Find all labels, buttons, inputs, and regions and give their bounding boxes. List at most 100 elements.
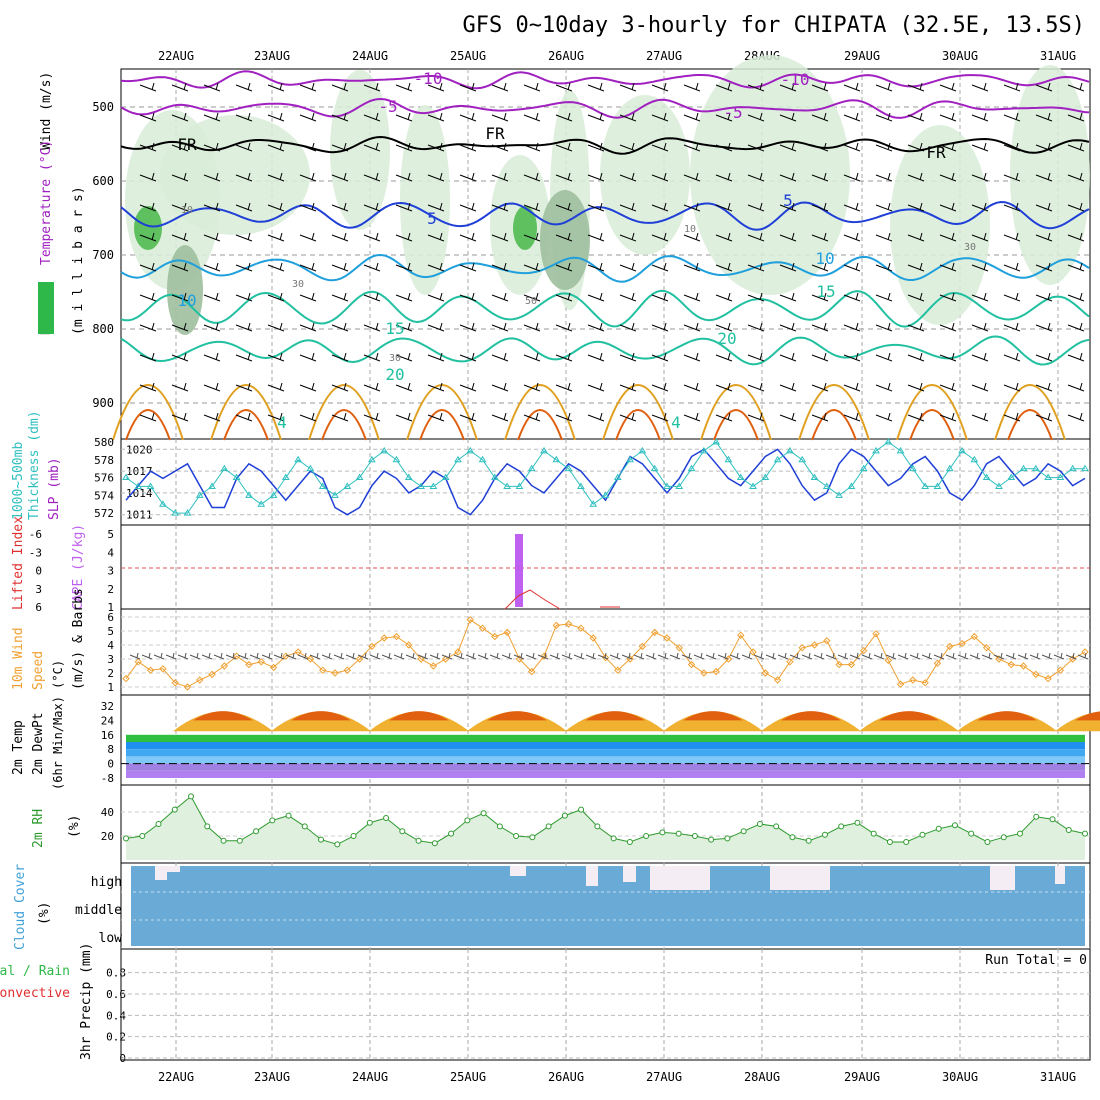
contour-label: FR xyxy=(926,143,946,162)
contour-label: 10 xyxy=(181,205,193,216)
thickness-point xyxy=(490,473,499,481)
wind-axis-label: Wind (m/s) xyxy=(39,72,54,150)
wind-barb xyxy=(491,412,509,422)
wind-barb xyxy=(299,292,317,302)
thickness-point xyxy=(257,500,266,507)
rh2m-point xyxy=(643,833,650,839)
wind10-barb xyxy=(285,652,297,660)
wind-barb xyxy=(523,202,541,212)
wind-barb xyxy=(235,82,253,92)
wind-barb xyxy=(619,262,637,272)
wind10-axis-label: Speed xyxy=(31,651,46,690)
wind-barb xyxy=(139,382,157,392)
cloud-level-label: low xyxy=(99,931,123,946)
wind10-panel-frame xyxy=(120,608,1091,696)
isotherm-5 xyxy=(120,200,1090,231)
wind-barb xyxy=(1035,142,1053,152)
wind-barb xyxy=(459,172,477,182)
wind-barb xyxy=(971,412,989,422)
thickness-point xyxy=(675,482,684,489)
wind-barb xyxy=(363,142,381,152)
thickness-point xyxy=(970,455,979,463)
panels: 22AUG 22AUG 23AUG 23AUG 24AUG 24AUG 25AUG 25AUG… xyxy=(0,49,1100,1084)
wind-barb xyxy=(523,112,541,122)
wind-barb xyxy=(651,352,669,362)
wind10-barb xyxy=(585,652,597,660)
wind-barb xyxy=(171,172,189,182)
pressure-tick-label: 800 xyxy=(92,322,114,336)
rh2m-point xyxy=(870,830,877,837)
wind-barb xyxy=(651,172,669,182)
wind10-point xyxy=(269,663,278,672)
wind-barb xyxy=(427,382,445,392)
pressure-tick-label: 600 xyxy=(92,174,114,188)
temp-hump-peak xyxy=(683,711,743,721)
wind-barb xyxy=(331,262,349,272)
precip-tick-label: 0.6 xyxy=(106,988,126,1001)
rh-shading-saturated xyxy=(513,206,537,250)
wind-barb xyxy=(907,352,925,362)
slp-tick-label: 1014 xyxy=(126,487,153,500)
thickness-point xyxy=(122,473,130,481)
wind-barb xyxy=(555,202,573,212)
wind-barb xyxy=(683,112,701,122)
thickness-point xyxy=(958,446,966,454)
li-tick-label: 6 xyxy=(35,601,42,614)
wind-barb xyxy=(267,352,285,362)
wind10-point xyxy=(958,639,966,648)
isotherm-minus5 xyxy=(120,97,1090,119)
wind-barb xyxy=(1067,292,1085,302)
thickness-axis-label: Thickness (dm) xyxy=(27,410,42,520)
wind-barb xyxy=(587,412,605,422)
wind-barb xyxy=(971,82,989,92)
thickness-point xyxy=(1031,464,1040,472)
wind-barb xyxy=(395,382,413,392)
wind-barb xyxy=(1067,412,1085,422)
rh2m-axis-label: 2m RH xyxy=(31,809,46,848)
contour-label: 4 xyxy=(277,413,287,432)
contour-label: 30 xyxy=(964,242,976,253)
rh2m-point xyxy=(935,825,942,832)
wind-barb xyxy=(331,232,349,242)
wind10-barb xyxy=(261,652,273,660)
pressure-tick-label: 900 xyxy=(92,396,114,410)
cloud-gap xyxy=(650,866,710,890)
wind10-point xyxy=(737,631,745,639)
wind10-point xyxy=(626,655,634,663)
contour-label: 4 xyxy=(671,413,681,432)
wind10-point xyxy=(491,632,499,641)
rh2m-point xyxy=(756,821,763,827)
wind10-barb xyxy=(945,652,957,660)
wind-barb xyxy=(907,202,925,212)
wind10-point xyxy=(1056,666,1065,674)
wind-barb xyxy=(331,322,349,332)
wind-barb xyxy=(683,382,701,392)
wind-barb xyxy=(491,112,509,122)
precip-panel-frame xyxy=(120,948,1091,1061)
wind10-point xyxy=(712,667,720,676)
wind-barb xyxy=(651,142,669,152)
wind10-point xyxy=(392,632,401,641)
wind-barb xyxy=(363,412,381,422)
slp-tick-label: 1011 xyxy=(126,509,153,522)
rh2m-point xyxy=(464,817,471,824)
wind10-barb xyxy=(309,652,321,660)
isotherm-25 xyxy=(210,384,282,441)
wind10-point xyxy=(405,641,413,649)
wind10-barb xyxy=(621,652,633,660)
wind-barb xyxy=(459,142,477,152)
wind-barb xyxy=(1003,112,1021,122)
wind-barb xyxy=(619,172,637,182)
wind10-barb xyxy=(357,652,369,660)
wind-barb xyxy=(363,232,381,242)
wind-barb xyxy=(203,202,221,212)
wind-barb xyxy=(875,172,893,182)
wind10-point xyxy=(946,642,954,651)
wind-barb xyxy=(203,412,221,422)
wind-barb xyxy=(843,112,861,122)
thickness-point xyxy=(208,482,216,489)
pressure-axis-label: (m i l l i b a r s) xyxy=(71,186,86,335)
wind-barb xyxy=(651,232,669,242)
wind-barb xyxy=(939,382,957,392)
